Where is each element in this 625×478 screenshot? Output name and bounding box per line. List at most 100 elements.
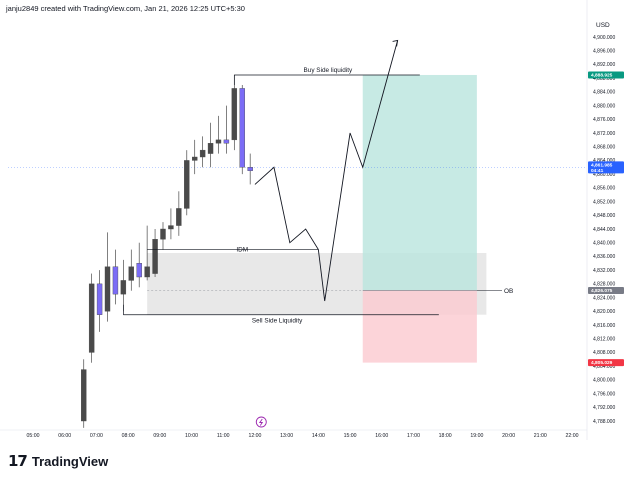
y-tick-label: 4,892.000 (593, 62, 615, 68)
y-tick-label: 4,788.000 (593, 419, 615, 425)
y-tick-label: 4,860.000 (593, 172, 615, 178)
x-tick-label: 13:00 (280, 433, 293, 439)
y-tick-label: 4,884.000 (593, 90, 615, 96)
lightning-icon (255, 416, 267, 428)
candle-body-18 (223, 139, 230, 144)
candle-body-10 (160, 228, 166, 240)
sell-side-label: Sell Side Liquidity (252, 318, 303, 325)
candle-body-20 (239, 88, 245, 168)
price-axis: USD4,900.0004,896.0004,892.0004,888.0004… (593, 22, 615, 425)
x-tick-label: 11:00 (217, 433, 230, 439)
candle-body-19 (231, 88, 238, 141)
y-tick-label: 4,808.000 (593, 350, 615, 356)
y-tick-label: 4,792.000 (593, 405, 615, 411)
x-tick-label: 16:00 (375, 433, 388, 439)
y-tick-label: 4,848.000 (593, 213, 615, 219)
y-tick-label: 4,836.000 (593, 254, 615, 260)
candle-body-7 (136, 263, 142, 278)
time-axis: 05:00 06:00 07:00 08:00 09:00 10:00 11:00 12:00… (27, 433, 579, 439)
x-tick-label: 08:00 (122, 433, 135, 439)
x-tick-label: 18:00 (439, 433, 452, 439)
y-tick-label: 4,880.000 (593, 103, 615, 109)
y-tick-label: 4,876.000 (593, 117, 615, 123)
x-tick-label: 07:00 (90, 433, 103, 439)
tradingview-logo[interactable]: 17 TradingView (8, 452, 108, 470)
price-tag-2 (588, 286, 624, 294)
x-tick-label: 21:00 (534, 433, 547, 439)
candle-body-8 (144, 266, 150, 278)
chart-attribution: janju2849 created with TradingView.com, … (6, 4, 245, 13)
y-tick-label: 4,832.000 (593, 268, 615, 274)
y-tick-label: 4,844.000 (593, 227, 615, 233)
x-tick-label: 19:00 (470, 433, 483, 439)
price-tag-text-2: 4,826.075 (591, 288, 613, 294)
price-tag-text-1: 4,861.985 (591, 162, 613, 168)
y-tick-label: 4,864.000 (593, 158, 615, 164)
candle-body-21 (247, 167, 253, 171)
candle-body-15 (199, 149, 206, 158)
y-tick-label: 4,868.000 (593, 145, 615, 151)
candle-body-1 (88, 283, 95, 353)
x-tick-label: 22:00 (566, 433, 579, 439)
y-tick-label: 4,812.000 (593, 337, 615, 343)
x-tick-label: 17:00 (407, 433, 420, 439)
x-tick-label: 06:00 (58, 433, 71, 439)
y-tick-label: 4,816.000 (593, 323, 615, 329)
y-tick-label: 4,896.000 (593, 49, 615, 55)
price-tag-text-1: 04:41 (591, 168, 604, 174)
candle-body-13 (184, 160, 190, 209)
candle-body-11 (168, 225, 174, 230)
y-tick-label: 4,796.000 (593, 391, 615, 397)
candle-body-14 (191, 156, 198, 161)
candle-body-17 (215, 139, 222, 144)
y-tick-label: 4,856.000 (593, 186, 615, 192)
candle-body-3 (104, 266, 111, 312)
candle-body-4 (112, 266, 119, 295)
candles-layer (81, 74, 253, 428)
x-tick-label: 15:00 (344, 433, 357, 439)
candle-body-2 (96, 283, 103, 315)
x-tick-label: 14:00 (312, 433, 325, 439)
price-tag-0 (588, 71, 624, 79)
y-tick-label: 4,888.000 (593, 76, 615, 82)
y-tick-label: 4,824.000 (593, 295, 615, 301)
price-tag-3 (588, 359, 624, 367)
y-tick-label: 4,800.000 (593, 378, 615, 384)
candle-body-9 (152, 239, 158, 274)
x-tick-label: 05:00 (27, 433, 40, 439)
candle-body-5 (120, 280, 127, 295)
x-tick-label: 10:00 (185, 433, 198, 439)
buy-side-label: Buy Side liquidity (304, 67, 353, 74)
candle-body-0 (81, 369, 87, 422)
loss-zone (362, 290, 477, 363)
candle-body-6 (128, 266, 134, 281)
y-tick-label: 4,840.000 (593, 241, 615, 247)
ob-label: OB (504, 288, 513, 295)
y-tick-label: 4,828.000 (593, 282, 615, 288)
x-tick-label: 12:00 (248, 433, 261, 439)
candle-body-12 (176, 208, 182, 226)
tradingview-brand-text: TradingView (31, 453, 109, 469)
x-tick-label: 20:00 (502, 433, 515, 439)
annotations-layer: Buy Side liquidity IDM Sell Side Liquidity… (123, 39, 513, 325)
projection-path (254, 40, 399, 302)
price-tag-text-0: 4,888.925 (591, 72, 613, 78)
y-tick-label: 4,804.000 (593, 364, 615, 370)
price-tag-1 (588, 161, 624, 174)
y-tick-label: 4,852.000 (593, 199, 615, 205)
x-tick-label: 09:00 (153, 433, 166, 439)
y-tick-label: 4,820.000 (593, 309, 615, 315)
currency-label: USD (596, 22, 610, 29)
zones-layer (8, 74, 587, 363)
y-tick-label: 4,872.000 (593, 131, 615, 137)
lightning-icon-bolt (258, 418, 264, 426)
idm-label: IDM (236, 247, 248, 254)
profit-zone (362, 74, 477, 291)
price-tag-text-3: 4,805.029 (591, 360, 613, 366)
y-tick-label: 4,900.000 (593, 35, 615, 41)
projection-arrowhead (392, 39, 399, 47)
misc-layer (0, 0, 588, 440)
candle-body-16 (207, 143, 214, 154)
